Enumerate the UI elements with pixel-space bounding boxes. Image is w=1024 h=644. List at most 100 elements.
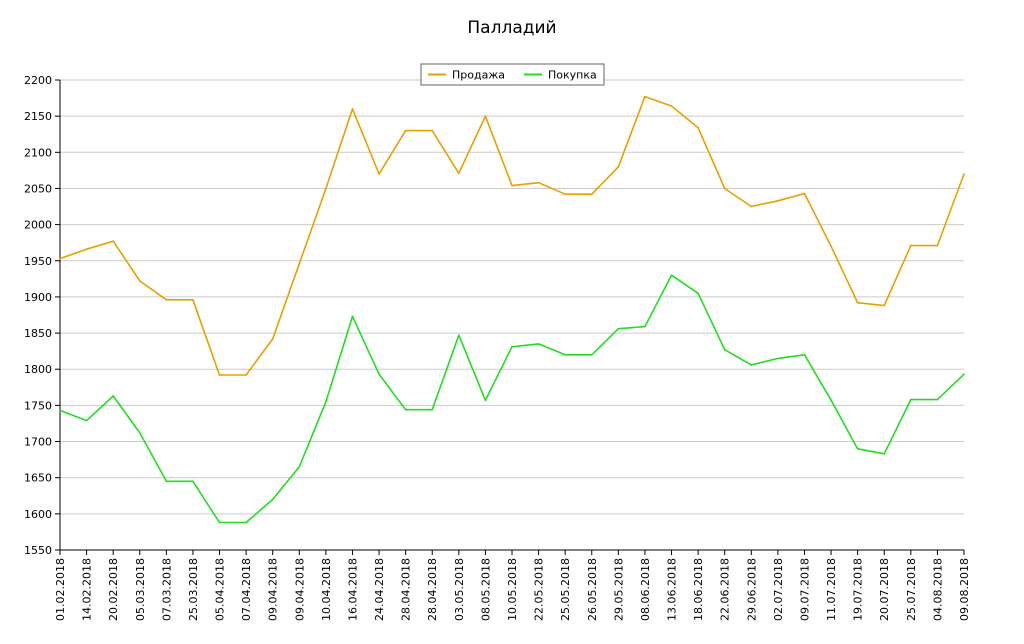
y-tick-label: 2200	[24, 74, 52, 87]
data-point	[750, 363, 753, 366]
x-tick-label: 07.04.2018	[240, 558, 253, 621]
x-tick-label: 13.06.2018	[666, 558, 679, 621]
data-point	[856, 301, 859, 304]
x-tick-label: 22.05.2018	[533, 558, 546, 621]
data-point	[697, 292, 700, 295]
x-tick-label: 24.04.2018	[373, 558, 386, 621]
data-point	[644, 95, 646, 98]
data-point	[617, 327, 620, 330]
data-point	[245, 374, 248, 376]
x-tick-label: 08.06.2018	[639, 558, 652, 621]
data-point	[192, 298, 194, 301]
data-point	[883, 304, 886, 307]
grid-lines	[60, 79, 964, 515]
data-point	[112, 395, 115, 397]
data-point	[457, 172, 460, 175]
y-tick-label: 1550	[24, 544, 52, 557]
data-point	[963, 173, 965, 175]
y-tick-label: 1750	[24, 399, 52, 412]
data-point	[936, 398, 939, 401]
data-point	[883, 452, 886, 455]
x-tick-label: 05.03.2018	[134, 558, 147, 621]
data-point	[803, 192, 806, 195]
data-point	[564, 193, 567, 196]
data-point	[670, 274, 673, 277]
x-tick-label: 09.04.2018	[267, 558, 280, 621]
legend-label: Продажа	[452, 69, 505, 82]
data-point	[590, 353, 593, 356]
y-tick-label: 1650	[24, 472, 52, 485]
data-point	[484, 115, 487, 118]
x-tick-label: 10.05.2018	[506, 558, 519, 621]
x-tick-label: 09.07.2018	[798, 558, 811, 621]
data-point	[484, 399, 487, 402]
data-point	[218, 521, 221, 524]
data-point	[351, 315, 354, 318]
data-point	[138, 280, 141, 282]
x-tick-label: 09.08.2018	[958, 558, 971, 621]
data-point	[963, 373, 965, 376]
data-point	[909, 244, 912, 247]
data-point	[165, 298, 168, 301]
y-tick-label: 1850	[24, 327, 52, 340]
data-point	[59, 409, 61, 412]
data-point	[776, 199, 779, 202]
data-point	[644, 325, 646, 328]
y-tick-label: 1900	[24, 291, 52, 304]
legend-box	[420, 63, 605, 86]
y-tick-label: 2050	[24, 182, 52, 195]
y-tick-label: 1700	[24, 436, 52, 449]
x-tick-label: 20.02.2018	[107, 558, 120, 621]
series-line-pokupka	[59, 274, 965, 524]
x-tick-label: 02.07.2018	[772, 558, 785, 621]
x-tick-label: 28.04.2018	[426, 558, 439, 621]
data-point	[431, 129, 434, 132]
data-point	[85, 248, 88, 251]
data-point	[298, 262, 301, 265]
x-tick-label: 20.07.2018	[878, 558, 891, 621]
data-point	[511, 345, 513, 348]
x-tick-label: 29.06.2018	[745, 558, 758, 621]
data-point	[431, 408, 434, 411]
y-tick-label: 1950	[24, 255, 52, 268]
data-point	[457, 334, 460, 337]
data-point	[351, 108, 354, 110]
data-point	[564, 353, 567, 356]
data-point	[112, 240, 115, 243]
data-point	[537, 181, 540, 184]
x-tick-label: 16.04.2018	[346, 558, 359, 621]
data-point	[378, 173, 380, 175]
y-tick-label: 1800	[24, 363, 52, 376]
x-tick-label: 03.05.2018	[453, 558, 466, 621]
data-point	[590, 193, 593, 196]
x-tick-label: 08.05.2018	[479, 558, 492, 621]
data-point	[378, 373, 380, 376]
x-tick-label: 09.04.2018	[293, 558, 306, 621]
x-tick-label: 22.06.2018	[719, 558, 732, 621]
x-tick-label: 10.04.2018	[320, 558, 333, 621]
data-point	[511, 184, 513, 187]
chart-title: Палладий	[467, 18, 557, 38]
series-lines	[59, 95, 965, 524]
data-point	[218, 374, 221, 376]
data-point	[138, 431, 141, 434]
y-tick-label: 2000	[24, 219, 52, 232]
data-point	[750, 205, 753, 208]
data-point	[803, 353, 806, 356]
x-tick-label: 18.06.2018	[692, 558, 705, 621]
data-point	[404, 408, 407, 411]
data-point	[617, 165, 620, 168]
data-point	[245, 521, 248, 524]
data-point	[697, 126, 700, 129]
data-point	[165, 480, 168, 483]
y-tick-label: 2150	[24, 110, 52, 123]
data-point	[85, 419, 88, 422]
y-tick-label: 1600	[24, 508, 52, 521]
data-point	[723, 187, 726, 190]
x-tick-label: 26.05.2018	[586, 558, 599, 621]
x-tick-label: 28.04.2018	[400, 558, 413, 621]
data-point	[271, 498, 274, 501]
x-tick-label: 29.05.2018	[612, 558, 625, 621]
